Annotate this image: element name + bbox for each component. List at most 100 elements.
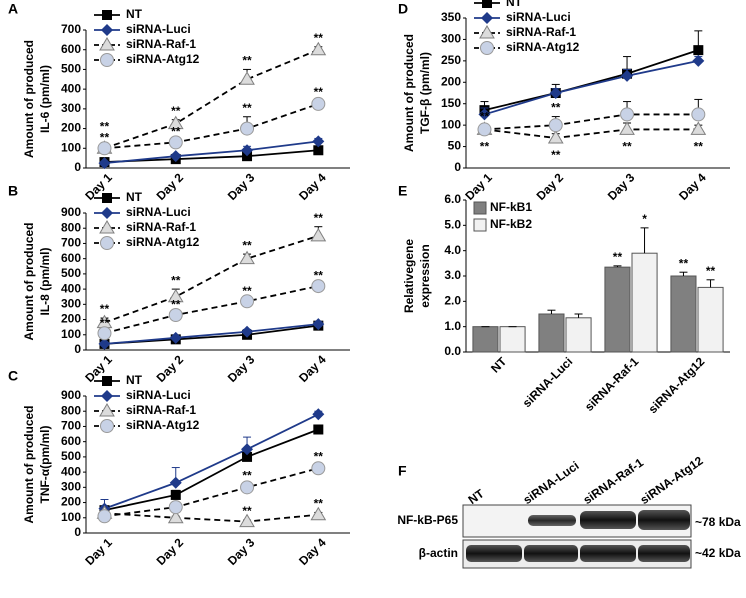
marker xyxy=(169,150,182,163)
marker xyxy=(693,45,704,56)
marker xyxy=(240,294,255,309)
y-tick-label: 350 xyxy=(441,10,461,24)
x-tick-label: Day 2 xyxy=(534,170,567,203)
marker xyxy=(690,121,707,135)
x-tick-label: NT xyxy=(488,354,510,376)
marker xyxy=(312,408,325,421)
series-line xyxy=(104,140,319,164)
y-tick-label: 4.0 xyxy=(444,243,461,257)
size-label: ~78 kDa xyxy=(695,515,741,529)
significance-label: ** xyxy=(314,211,324,225)
y-tick-label: 200 xyxy=(441,74,461,88)
marker xyxy=(312,135,325,148)
y-tick-label: 5.0 xyxy=(444,218,461,232)
y-tick-label: 800 xyxy=(61,403,81,417)
panel-label: E xyxy=(398,183,407,199)
y-tick-label: 200 xyxy=(61,121,81,135)
legend-label: siRNA-Raf-1 xyxy=(126,220,196,234)
x-tick-label: Day 4 xyxy=(296,535,329,568)
y-tick-label: 600 xyxy=(61,251,81,265)
marker xyxy=(101,207,113,219)
blot-band xyxy=(466,545,522,562)
significance-label: ** xyxy=(171,104,181,118)
legend-label: siRNA-Luci xyxy=(126,205,191,219)
series-line xyxy=(104,467,319,518)
marker xyxy=(691,107,706,122)
y-tick-label: 400 xyxy=(61,81,81,95)
significance-label: ** xyxy=(171,273,181,287)
legend-label: siRNA-Luci xyxy=(126,22,191,36)
marker xyxy=(98,337,111,350)
significance-label: ** xyxy=(242,504,252,518)
x-tick-label: Day 1 xyxy=(462,170,495,203)
marker xyxy=(241,325,254,338)
lane-label: siRNA-Atg12 xyxy=(638,453,706,507)
y-tick-label: 300 xyxy=(61,297,81,311)
marker xyxy=(242,451,253,462)
marker xyxy=(99,220,115,234)
significance-label: ** xyxy=(314,497,324,511)
marker xyxy=(310,227,327,242)
x-tick-label: Day 2 xyxy=(154,170,187,203)
y-tick-label: 800 xyxy=(61,220,81,234)
series-line xyxy=(104,285,319,335)
size-label: ~42 kDa xyxy=(695,546,741,560)
marker xyxy=(481,12,493,24)
significance-label: ** xyxy=(314,85,324,99)
blot-band xyxy=(580,545,636,562)
blot-band xyxy=(528,515,576,526)
y-axis-label: TNF-α(pm/ml) xyxy=(38,425,52,503)
y-tick-label: 100 xyxy=(441,117,461,131)
significance-label: ** xyxy=(242,284,252,298)
y-tick-label: 400 xyxy=(61,281,81,295)
marker xyxy=(548,118,563,133)
significance-label: ** xyxy=(242,238,252,252)
series-line xyxy=(484,59,699,116)
y-tick-label: 300 xyxy=(61,101,81,115)
series-line xyxy=(484,113,699,131)
marker xyxy=(170,489,181,500)
lane-label: siRNA-Luci xyxy=(521,458,582,507)
x-tick-label: siRNA-Luci xyxy=(520,354,576,410)
significance-label: ** xyxy=(100,119,110,133)
x-tick-label: siRNA-Atg12 xyxy=(646,354,708,416)
bar xyxy=(472,326,499,353)
series-line xyxy=(104,413,319,510)
y-axis-label: Amount of produced xyxy=(22,40,36,158)
marker xyxy=(478,108,491,121)
x-tick-label: Day 3 xyxy=(225,170,258,203)
blot-band xyxy=(638,510,690,530)
marker xyxy=(480,41,494,55)
y-tick-label: 900 xyxy=(61,388,81,402)
significance-label: ** xyxy=(100,302,110,316)
y-tick-label: 500 xyxy=(61,449,81,463)
marker xyxy=(479,25,495,39)
legend-label: NF-kB1 xyxy=(490,200,532,214)
y-tick-label: 700 xyxy=(61,22,81,36)
panel-label: D xyxy=(398,1,408,17)
marker xyxy=(101,390,113,402)
marker xyxy=(102,376,112,386)
marker xyxy=(310,506,327,521)
blot-band xyxy=(638,545,690,562)
legend-label: siRNA-Atg12 xyxy=(126,52,200,66)
marker xyxy=(241,144,254,157)
marker xyxy=(99,37,115,51)
series-line xyxy=(484,49,699,112)
x-tick-label: Day 4 xyxy=(296,352,329,385)
significance-label: ** xyxy=(314,269,324,283)
y-axis-label: Amount of produced xyxy=(22,223,36,341)
y-axis-label: TGF-β (pm/ml) xyxy=(418,52,432,134)
legend-label: NT xyxy=(126,373,143,387)
significance-label: ** xyxy=(480,140,490,154)
marker xyxy=(100,53,114,67)
significance-label: ** xyxy=(171,125,181,139)
marker xyxy=(167,288,184,303)
y-tick-label: 100 xyxy=(61,510,81,524)
marker xyxy=(477,122,492,137)
panel-label: F xyxy=(398,463,407,479)
series-line xyxy=(104,149,319,163)
legend-label: siRNA-Atg12 xyxy=(126,235,200,249)
marker xyxy=(101,24,113,36)
